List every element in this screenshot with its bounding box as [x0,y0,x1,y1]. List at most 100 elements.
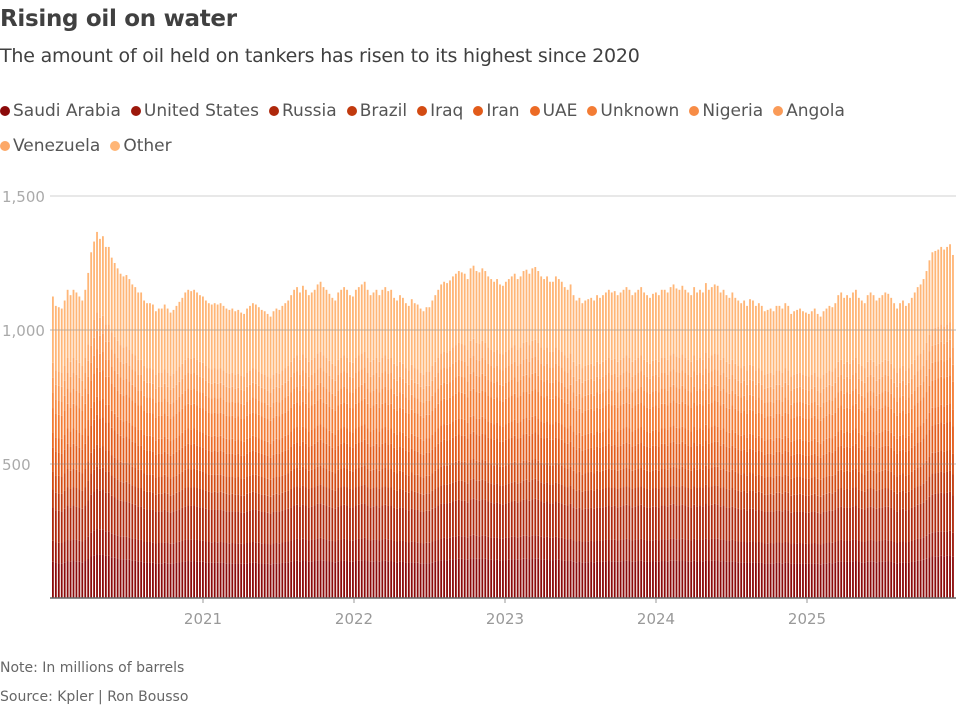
bar-segment [331,447,334,472]
bar-segment [728,561,731,598]
bar-segment [640,427,643,443]
bar-segment [925,359,928,376]
bar-segment [454,273,457,346]
bar-segment [940,471,943,493]
bar-segment [772,374,775,389]
bar-segment [116,390,119,417]
bar-segment [566,373,569,389]
bar-segment [331,393,334,409]
bar-segment [181,471,184,490]
bar-segment [846,488,848,508]
bar-segment [366,388,369,404]
bar-segment [572,431,575,447]
bar-segment [354,468,357,488]
bar-segment [134,442,137,468]
bar-segment [837,507,840,541]
bar-segment [416,383,419,399]
bar-segment [772,440,775,455]
bar-segment [69,540,72,562]
bar-segment [778,399,781,414]
bar-segment [437,289,440,358]
bar-segment [843,540,846,562]
bar-segment [604,445,607,470]
bar-segment [522,392,525,419]
bar-segment [472,478,475,499]
bar-segment [363,503,366,538]
bar-segment [590,297,593,364]
bar-segment [313,487,316,506]
bar-segment [146,368,148,383]
bar-segment [357,504,360,539]
legend-label: Iran [486,101,520,121]
bar-segment [710,560,713,598]
bar-segment [940,359,943,377]
bar-segment [387,291,390,359]
bar-segment [522,535,525,559]
bar-segment [113,370,116,387]
bar-segment [372,561,375,598]
bar-segment [796,543,798,564]
bar-segment [375,373,378,389]
bar-segment [187,428,190,444]
bar-segment [434,561,437,598]
bar-segment [487,395,490,422]
bar-segment [296,538,298,561]
bar-segment [225,308,228,373]
bar-segment [499,466,501,486]
bar-segment [52,447,54,472]
bar-segment [931,407,934,426]
bar-segment [807,441,810,456]
bar-segment [154,374,157,389]
bar-segment [552,398,554,425]
bar-segment [57,542,60,564]
bar-segment [137,539,140,562]
legend-label: Russia [282,101,337,121]
bar-segment [743,410,746,435]
bar-segment [678,388,681,404]
bar-segment [487,379,490,396]
bar-segment [493,424,496,440]
bar-segment [572,488,575,508]
bar-segment [466,422,469,439]
bar-segment [125,501,128,537]
bar-segment [343,504,346,539]
bar-segment [825,401,828,416]
bar-segment [252,412,254,436]
bar-segment [710,467,713,487]
bar-segment [863,474,866,492]
bar-segment [275,453,278,477]
bar-segment [396,490,398,509]
bar-segment [890,297,893,364]
bar-segment [413,435,416,451]
bar-segment [284,474,287,492]
bar-segment [843,561,846,598]
bar-segment [463,536,466,560]
bar-segment [781,372,784,387]
bar-segment [307,470,310,489]
bar-segment [672,538,675,561]
bar-segment [99,317,101,336]
bar-segment [284,303,287,369]
bar-segment [649,363,651,379]
bar-segment [78,432,81,448]
bar-segment [102,315,104,334]
bar-segment [881,431,884,447]
bar-segment [672,400,675,426]
bar-segment [604,539,607,562]
bar-segment [278,439,281,454]
bar-segment [943,472,946,494]
bar-segment [728,393,731,409]
bar-segment [466,537,469,560]
bar-segment [572,561,575,598]
bar-segment [440,466,443,486]
bar-segment [160,401,163,416]
bar-segment [299,445,301,470]
bar-segment [454,393,457,420]
bar-segment [534,339,537,357]
bar-segment [760,542,763,563]
bar-segment [802,511,804,544]
bar-segment [554,559,557,598]
bar-segment [237,373,240,388]
bar-segment [696,429,698,446]
bar-segment [646,446,648,471]
